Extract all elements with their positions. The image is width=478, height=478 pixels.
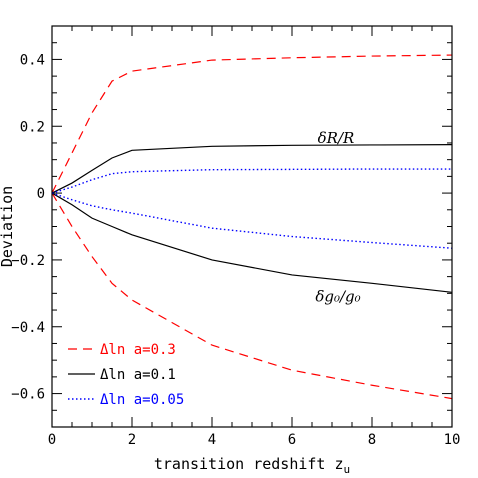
- legend-label-1: Δln a=0.1: [100, 367, 176, 383]
- series-line-4: [51, 192, 453, 293]
- series-layer: [51, 54, 453, 400]
- y-tick-label: 0.4: [20, 52, 45, 68]
- ticks-layer: [51, 25, 453, 428]
- legend: Δln a=0.3 Δln a=0.1 Δln a=0.05: [68, 342, 184, 408]
- series-line-5: [51, 192, 453, 249]
- plot-frame: [51, 25, 453, 428]
- series-line-3: [51, 192, 453, 400]
- x-axis-title: transition redshift zu: [154, 455, 350, 476]
- x-axis-title-subscript: u: [344, 463, 351, 476]
- x-tick-label: 2: [128, 432, 136, 448]
- x-axis-title-main: transition redshift z: [154, 455, 344, 473]
- labels-layer: 0 2 4 6 8 10 −0.6 −0.4 −0.2 0 0.2 0.4: [11, 52, 460, 448]
- x-tick-label: 0: [48, 432, 56, 448]
- y-axis-title: Deviation: [0, 186, 16, 267]
- legend-label-0: Δln a=0.3: [100, 342, 176, 358]
- annotation-delta-g0-over-g0: δg₀/g₀: [315, 288, 360, 306]
- y-tick-label: −0.6: [11, 387, 45, 403]
- y-tick-label: 0: [37, 186, 45, 202]
- series-line-2: [51, 168, 452, 194]
- x-tick-label: 10: [444, 432, 461, 448]
- y-tick-label: −0.4: [11, 320, 45, 336]
- legend-label-2: Δln a=0.05: [100, 392, 184, 408]
- series-line-1: [51, 144, 453, 194]
- y-tick-label: −0.2: [11, 253, 45, 269]
- x-tick-label: 6: [288, 432, 296, 448]
- x-tick-label: 8: [368, 432, 376, 448]
- y-tick-label: 0.2: [20, 119, 45, 135]
- annotation-delta-r-over-r: δR/R: [318, 129, 355, 147]
- x-tick-label: 4: [208, 432, 216, 448]
- series-line-0: [51, 54, 453, 194]
